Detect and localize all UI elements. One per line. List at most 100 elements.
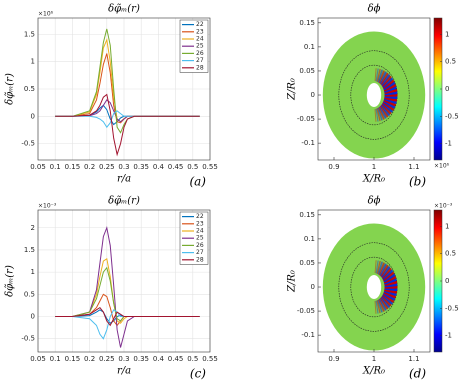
y-tick-label: -0.5 (21, 140, 35, 148)
x-tick-label: 1.1 (408, 163, 419, 171)
colorbar-tick-label: 1 (445, 30, 449, 38)
series-line (55, 93, 200, 157)
legend-label: 28 (196, 256, 204, 263)
mode-stripe (383, 84, 397, 92)
x-tick-label: 0.2 (84, 355, 95, 363)
mode-stripe (375, 68, 379, 82)
x-tick-label: 0.9 (328, 163, 339, 171)
x-tick-label: 0.45 (168, 163, 184, 171)
mode-stripe (375, 260, 379, 274)
colorbar-exponent: ×10⁻³ (434, 203, 453, 210)
mode-stripe (374, 300, 377, 314)
mode-stripe (380, 296, 390, 308)
x-tick-label: 0.05 (30, 163, 46, 171)
mode-stripe (377, 261, 383, 275)
colorbar-tick-label: -0.5 (445, 112, 459, 120)
axes-frame (37, 209, 211, 353)
mode-stripe (377, 69, 383, 83)
y-tick-label: 1 (31, 268, 35, 276)
x-axis-label: r/a (117, 174, 131, 185)
legend-label: 27 (196, 249, 204, 256)
x-axis-label: X/R₀ (362, 174, 385, 185)
y-tick-label: 0 (311, 91, 315, 99)
mode-stripe (383, 81, 396, 91)
x-tick-label: 0.3 (118, 355, 129, 363)
inner-hole (366, 274, 382, 300)
y-tick-label: 1 (31, 58, 35, 66)
mode-stripe (381, 103, 392, 115)
panel-label: (c) (190, 367, 206, 381)
y-tick-label: -0.05 (297, 307, 315, 315)
axis-exponent: ×10⁶ (38, 11, 54, 18)
x-tick-label: 0.05 (30, 355, 46, 363)
legend-label: 25 (196, 43, 204, 50)
x-tick-label: 0.4 (153, 163, 165, 171)
y-tick-label: 0.1 (304, 235, 315, 243)
x-axis-label: X/R₀ (362, 366, 385, 377)
mode-stripe (382, 294, 393, 305)
legend-label: 26 (196, 242, 204, 249)
y-tick-label: -0.1 (301, 331, 315, 339)
legend-label: 25 (196, 235, 204, 242)
x-tick-label: 0.1 (50, 355, 61, 363)
y-tick-label: -0.1 (301, 139, 315, 147)
mode-stripe (380, 264, 389, 277)
mode-stripe (379, 263, 387, 276)
y-tick-label: 0.5 (24, 85, 35, 93)
colorbar-tick-label: 0.5 (445, 250, 456, 258)
colorbar-tick-label: 1 (445, 222, 449, 230)
legend-label: 23 (196, 220, 204, 227)
mode-stripe (375, 108, 379, 122)
mode-stripe (382, 271, 395, 281)
mode-stripe (374, 108, 377, 122)
mode-stripe (379, 71, 387, 84)
chart-title: δϕ (368, 196, 381, 207)
mode-stripe (382, 293, 395, 303)
axes-frame (317, 17, 431, 161)
mode-stripe (382, 101, 395, 111)
colorbar-tick-label: -1 (445, 332, 452, 340)
y-tick-label: 0.05 (299, 259, 315, 267)
mode-stripe (382, 269, 393, 280)
y-tick-label: -0.5 (21, 335, 35, 343)
panel-label: (b) (409, 175, 426, 189)
x-tick-label: 0.5 (187, 163, 198, 171)
x-tick-label: 0.35 (133, 355, 149, 363)
legend-label: 28 (196, 64, 204, 71)
mode-stripe (376, 260, 381, 274)
y-tick-label: 0 (311, 283, 315, 291)
x-tick-label: 0.15 (65, 355, 81, 363)
mode-stripe (379, 298, 387, 311)
y-tick-label: 0.5 (24, 290, 35, 298)
legend-label: 22 (196, 213, 204, 220)
x-tick-label: 0.45 (168, 355, 184, 363)
y-tick-label: 0 (31, 112, 35, 120)
x-tick-label: 0.5 (187, 355, 198, 363)
mode-stripe (382, 79, 395, 89)
chart-title: δϕ (368, 4, 381, 15)
mode-stripe (380, 266, 391, 278)
mode-stripe (376, 300, 381, 314)
x-tick-label: 0.15 (65, 163, 81, 171)
mode-stripe (380, 105, 389, 118)
flux-surface (338, 50, 410, 140)
legend-label: 22 (196, 21, 204, 28)
legend-label: 27 (196, 57, 204, 64)
mode-stripe (374, 68, 377, 82)
axis-exponent: ×10⁻³ (38, 203, 57, 210)
mode-stripe (378, 262, 385, 276)
mode-stripe (383, 100, 396, 109)
colorbar-tick-label: -1 (445, 140, 452, 148)
legend-label: 26 (196, 50, 204, 57)
x-tick-label: 0.9 (328, 355, 339, 363)
x-tick-label: 0.2 (84, 163, 95, 171)
mode-stripe (375, 300, 379, 314)
legend-label: 24 (196, 228, 204, 235)
x-tick-label: 1.1 (408, 355, 419, 363)
mode-stripe (378, 299, 385, 312)
y-axis-label: Z/R₀ (287, 78, 298, 101)
mode-stripe (384, 86, 397, 93)
y-axis-label: Z/R₀ (287, 270, 298, 293)
mode-stripe (380, 74, 391, 86)
